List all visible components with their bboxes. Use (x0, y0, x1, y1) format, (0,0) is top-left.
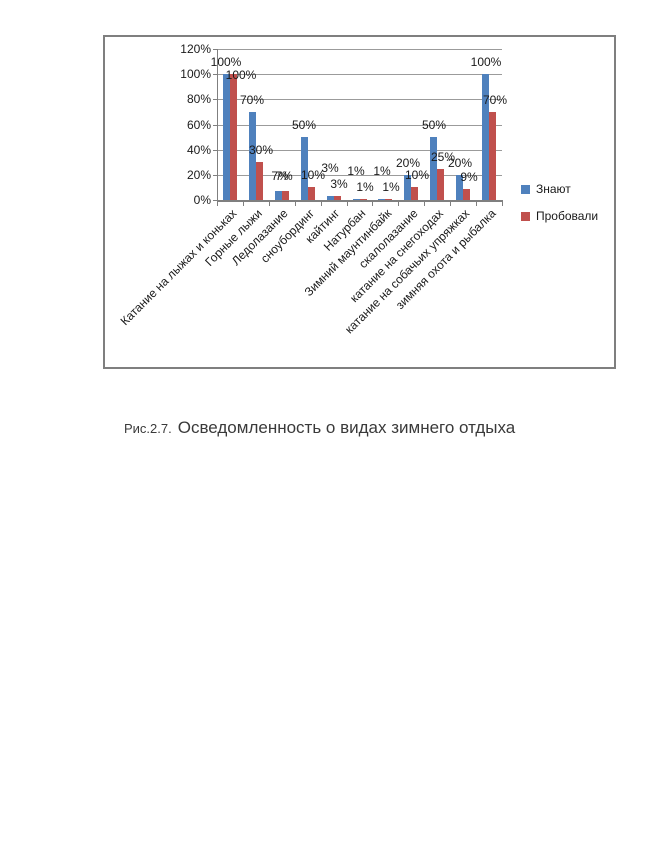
x-axis-tick (321, 201, 322, 206)
y-axis-line (217, 49, 218, 204)
bar-value-label: 10% (404, 168, 430, 182)
bar-value-label: 1% (356, 180, 374, 194)
bar-value-label: 3% (321, 161, 339, 175)
legend-swatch-tried (521, 211, 530, 221)
legend-item: Пробовали (521, 209, 598, 223)
bar-value-label: 1% (382, 180, 400, 194)
bar-know (456, 175, 463, 200)
x-axis-tick (424, 201, 425, 206)
y-axis-tick (213, 150, 217, 151)
bar-tried (308, 187, 315, 200)
bar-know (249, 112, 256, 200)
bar-tried (282, 191, 289, 200)
bar-know (223, 74, 230, 200)
bar-tried (411, 187, 418, 200)
chart-frame: 0% 20% 40% 60% 80% 100% 120% Катание на лыжах и… (103, 35, 616, 369)
bar-value-label: 100% (470, 55, 502, 69)
gridline (217, 175, 502, 176)
y-axis-tick (213, 99, 217, 100)
x-axis-tick (269, 201, 270, 206)
bar-know (301, 137, 308, 200)
bar-know (353, 199, 360, 200)
gridline (217, 74, 502, 75)
legend-item: Знают (521, 182, 571, 196)
bar-know (482, 74, 489, 200)
x-axis-tick (347, 201, 348, 206)
x-axis-tick (502, 201, 503, 206)
bar-value-label: 10% (300, 168, 326, 182)
bar-know (275, 191, 282, 200)
bar-value-label: 7% (271, 169, 289, 183)
bar-tried (385, 199, 392, 200)
bar-value-label: 30% (248, 143, 274, 157)
bar-know (378, 199, 385, 200)
legend-swatch-know (521, 184, 530, 194)
y-axis-tick-label: 60% (186, 118, 211, 132)
bar-know (327, 196, 334, 200)
y-axis-tick-label: 100% (180, 67, 211, 81)
bar-tried (489, 112, 496, 200)
bar-value-label: 70% (482, 93, 508, 107)
bar-value-label: 3% (330, 177, 348, 191)
y-axis-tick (213, 200, 217, 201)
bar-tried (463, 189, 470, 200)
x-axis-tick (372, 201, 373, 206)
bar-tried (334, 196, 341, 200)
bar-value-label: 20% (447, 156, 473, 170)
x-axis-tick (295, 201, 296, 206)
y-axis-tick-label: 20% (186, 168, 211, 182)
bar-value-label: 100% (210, 55, 242, 69)
x-axis-tick (243, 201, 244, 206)
bar-know (404, 175, 411, 200)
x-axis-line (217, 200, 503, 202)
gridline (217, 49, 502, 50)
figure-caption-title: Осведомленность о видах зимнего отдыха (177, 418, 516, 437)
bar-tried (360, 199, 367, 200)
x-axis-tick (450, 201, 451, 206)
y-axis-tick (213, 74, 217, 75)
y-axis-tick (213, 175, 217, 176)
bar-value-label: 7% (275, 169, 293, 183)
y-axis-tick-label: 40% (186, 143, 211, 157)
bar-value-label: 9% (460, 170, 478, 184)
bar-value-label: 70% (239, 93, 265, 107)
bar-value-label: 25% (430, 150, 456, 164)
y-axis-tick-label: 120% (180, 42, 211, 56)
bar-know (430, 137, 437, 200)
bar-value-label: 50% (291, 118, 317, 132)
bar-tried (437, 169, 444, 200)
legend-label: Знают (536, 182, 571, 196)
bar-value-label: 50% (421, 118, 447, 132)
bar-tried (256, 162, 263, 200)
category-label: Катание на лыжах и коньках (117, 206, 240, 329)
bar-tried (230, 74, 237, 200)
figure-caption: Рис.2.7. Осведомленность о видах зимнего … (124, 418, 515, 438)
x-axis-tick (217, 201, 218, 206)
x-axis-tick (476, 201, 477, 206)
legend-label: Пробовали (536, 209, 599, 223)
y-axis-tick-label: 0% (193, 193, 211, 207)
y-axis-tick (213, 49, 217, 50)
bar-value-label: 100% (225, 68, 257, 82)
bar-value-label: 1% (347, 164, 365, 178)
figure-caption-number: Рис.2.7. (124, 421, 172, 436)
gridline (217, 125, 502, 126)
plot-area: 0% 20% 40% 60% 80% 100% 120% Катание на лыжах и… (105, 37, 614, 367)
bar-value-label: 1% (373, 164, 391, 178)
y-axis-tick-label: 80% (186, 92, 211, 106)
bar-value-label: 20% (395, 156, 421, 170)
x-axis-tick (398, 201, 399, 206)
gridline (217, 150, 502, 151)
y-axis-tick (213, 125, 217, 126)
gridline (217, 99, 502, 100)
